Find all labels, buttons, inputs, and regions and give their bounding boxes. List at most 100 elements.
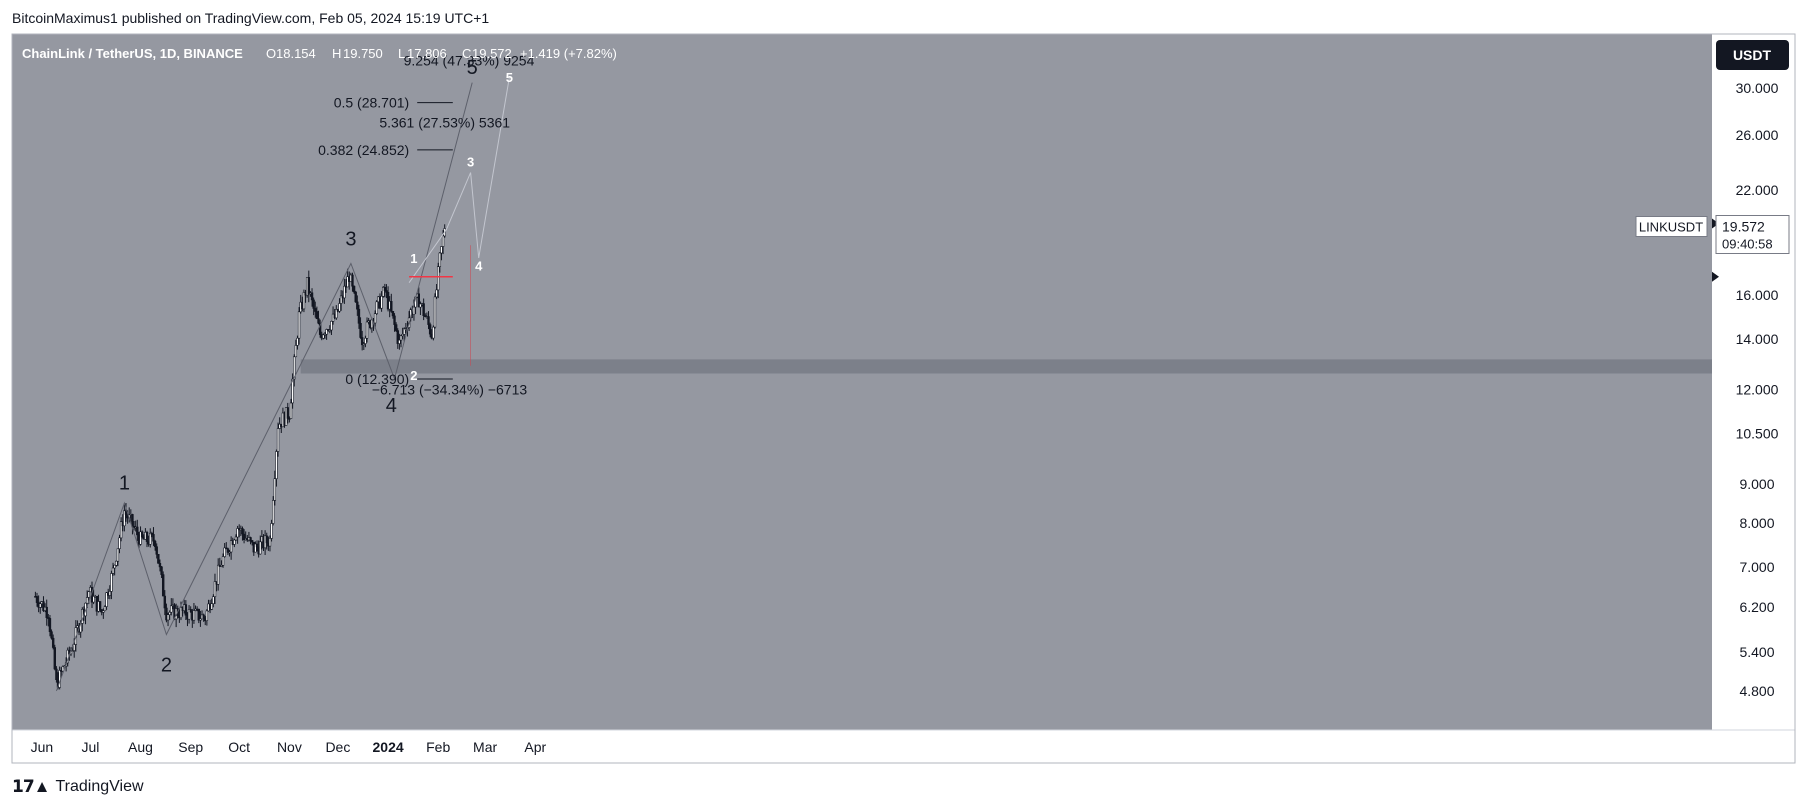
- candle: [276, 422, 280, 457]
- candle: [380, 291, 383, 312]
- major-wave-label: 2: [161, 655, 172, 677]
- y-tick-label: 16.000: [1736, 287, 1779, 303]
- candle: [315, 306, 319, 320]
- currency-badge[interactable]: USDT: [1716, 40, 1789, 70]
- candle: [396, 328, 399, 349]
- candle: [360, 330, 364, 351]
- y-tick-label: 9.000: [1739, 476, 1774, 492]
- candle: [105, 592, 108, 610]
- candle: [438, 252, 442, 273]
- candle: [390, 293, 393, 313]
- x-tick-label: Mar: [473, 739, 497, 755]
- candle: [432, 325, 435, 341]
- x-tick-label: Nov: [277, 739, 302, 755]
- candle: [184, 600, 188, 620]
- tradingview-logo-text: TradingView: [55, 778, 144, 795]
- candle: [398, 333, 401, 350]
- elliott-wave-lines: [55, 77, 510, 692]
- candle: [383, 283, 387, 298]
- candle: [139, 526, 142, 546]
- candle: [382, 286, 385, 298]
- tradingview-logo[interactable]: 𝟭𝟳▲ TradingView: [12, 777, 144, 797]
- candle: [236, 525, 239, 544]
- candle: [187, 605, 191, 624]
- candle: [293, 354, 296, 387]
- candle: [108, 585, 112, 600]
- candle: [314, 301, 317, 318]
- x-tick-label: Jun: [31, 739, 54, 755]
- fib-level-label: 0.5 (28.701): [334, 95, 410, 111]
- y-tick-label: 7.000: [1739, 559, 1774, 575]
- y-tick-label: 22.000: [1736, 182, 1779, 198]
- y-tick-label: 14.000: [1736, 331, 1779, 347]
- y-tick-label: 5.400: [1739, 644, 1774, 660]
- candle: [223, 543, 226, 558]
- currency-badge-bg: [1716, 40, 1789, 70]
- major-wave-label: 4: [386, 395, 397, 417]
- candle: [116, 548, 120, 567]
- legend-high-label: H: [332, 46, 341, 61]
- x-tick-label: Sep: [178, 739, 203, 755]
- candle: [149, 528, 152, 548]
- last-price-badge: LINKUSDT 19.572 09:40:58: [1635, 215, 1790, 282]
- candle: [250, 540, 254, 546]
- candle: [212, 594, 215, 608]
- candle: [92, 589, 95, 605]
- last-price-text: 19.572: [1722, 219, 1765, 235]
- candle: [302, 289, 306, 313]
- price-axis-ticks: 30.000 26.000 22.000 16.000 14.000 12.000 10.5…: [1736, 80, 1779, 699]
- plot-border: [11, 33, 1796, 764]
- legend-close-label: C: [462, 46, 471, 61]
- candle: [365, 317, 369, 343]
- minor-wave-label: 4: [475, 258, 483, 273]
- legend-low-label: L: [398, 46, 405, 61]
- candle: [323, 332, 327, 339]
- publisher-caption: BitcoinMaximus1 published on TradingView…: [12, 10, 490, 26]
- candle: [145, 530, 149, 548]
- y-tick-label: 4.800: [1739, 683, 1774, 699]
- candle: [391, 310, 395, 319]
- candle: [202, 613, 205, 622]
- candle: [153, 539, 157, 551]
- candle: [399, 334, 403, 348]
- candle: [357, 304, 361, 329]
- candle: [221, 553, 225, 568]
- x-tick-label: Jul: [81, 739, 99, 755]
- candle: [288, 416, 291, 423]
- legend-low: 17.806: [407, 46, 447, 61]
- candle: [53, 644, 57, 671]
- candle: [440, 246, 443, 261]
- support-zone: [300, 359, 1713, 374]
- candle: [422, 298, 425, 321]
- candle: [343, 278, 346, 304]
- candle: [163, 590, 167, 616]
- candle: [189, 606, 192, 613]
- candle: [404, 323, 408, 334]
- candle: [115, 560, 118, 567]
- candle: [213, 573, 217, 604]
- currency-badge-text: USDT: [1733, 47, 1772, 63]
- candle: [140, 530, 144, 539]
- ticker-badge: [1635, 216, 1708, 237]
- candle: [265, 532, 268, 550]
- y-tick-label: 6.200: [1739, 599, 1774, 615]
- y-tick-label: 8.000: [1739, 515, 1774, 531]
- candle: [322, 333, 325, 340]
- major-wave-label: 5: [467, 57, 478, 79]
- candle: [297, 307, 301, 345]
- major-wave-path: [55, 82, 473, 692]
- candle: [373, 310, 377, 329]
- x-tick-label: Apr: [524, 739, 546, 755]
- candle: [335, 305, 338, 320]
- candles: [34, 224, 446, 690]
- candle: [102, 608, 105, 619]
- candle: [170, 598, 173, 616]
- candle: [385, 284, 388, 299]
- candle: [50, 629, 53, 640]
- candle: [362, 342, 365, 350]
- candle: [375, 300, 378, 315]
- candle: [150, 531, 154, 538]
- candle: [166, 612, 170, 627]
- candle: [136, 519, 139, 541]
